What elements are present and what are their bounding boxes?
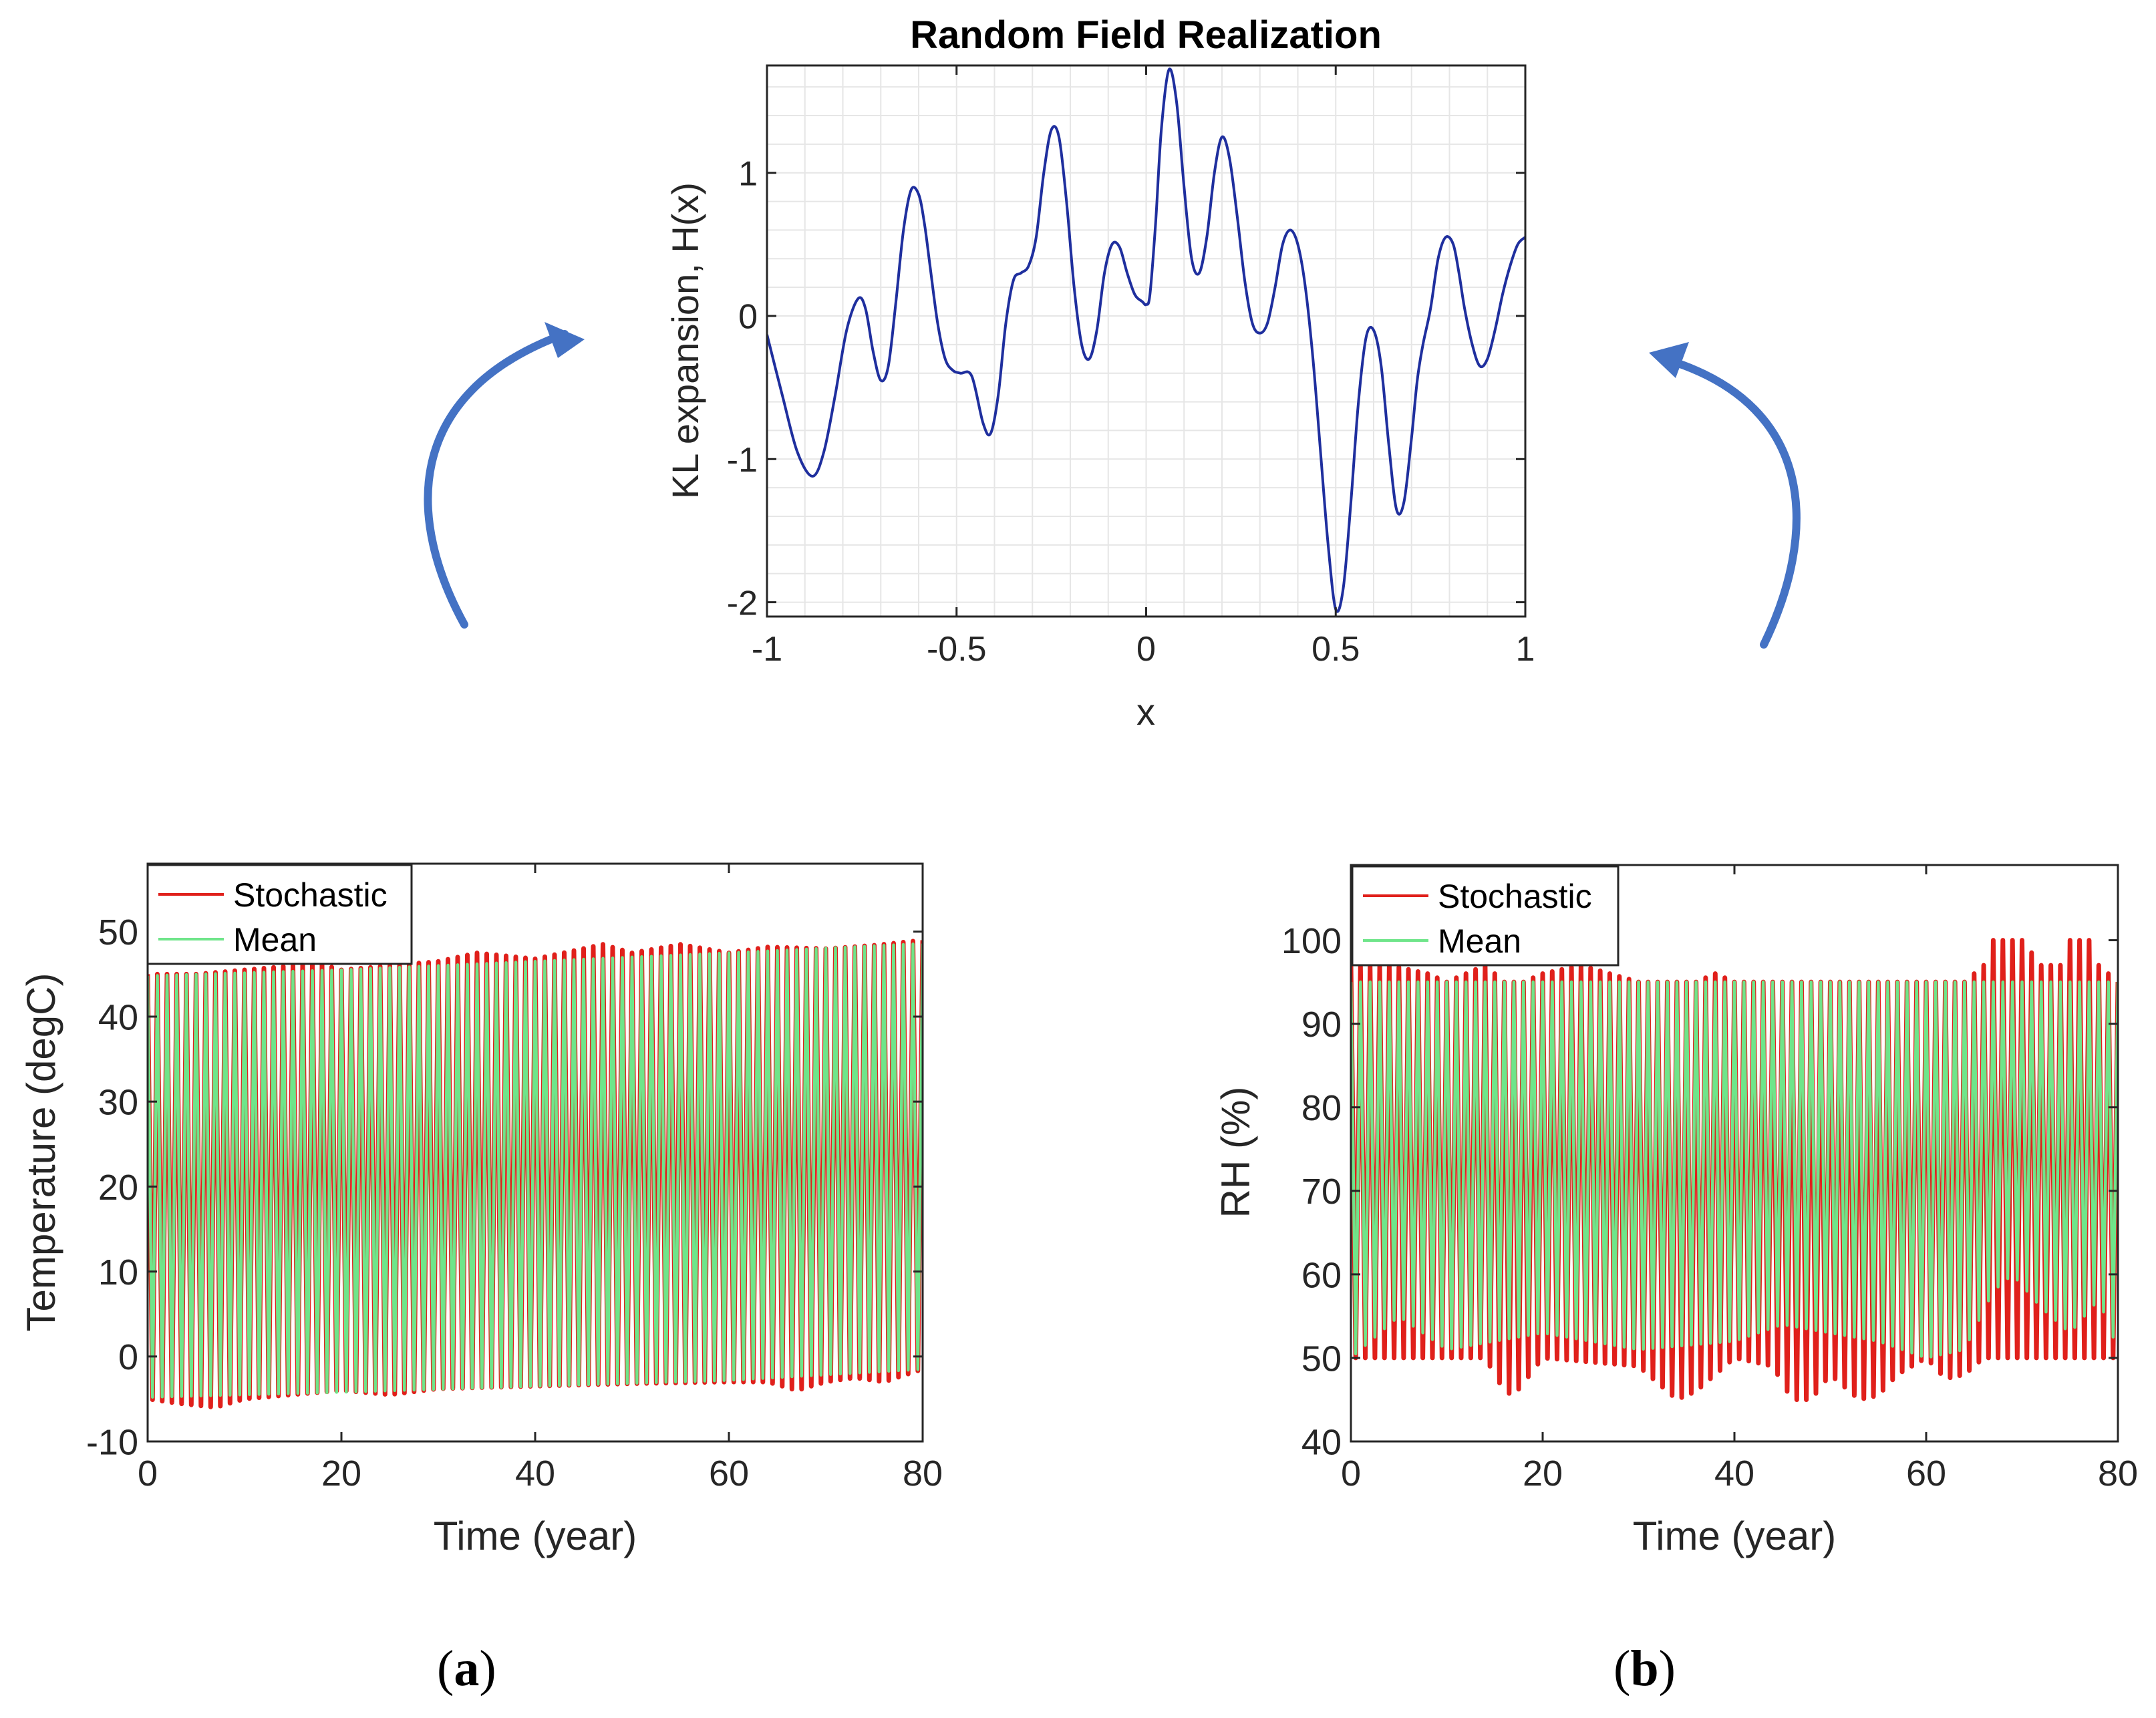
relative-humidity-y-tick-label: 90 — [1301, 1005, 1342, 1045]
random-field-y-tick-label: 0 — [738, 298, 758, 337]
temperature-y-tick-label: 10 — [98, 1252, 138, 1293]
right-curved-arrow — [1649, 342, 1801, 649]
temperature-series-group — [148, 938, 923, 1409]
temperature-legend: Stochastic Mean — [146, 864, 413, 965]
relative-humidity-y-tick-label: 40 — [1301, 1422, 1342, 1462]
right-arrow-head — [1649, 342, 1689, 378]
relative-humidity-y-tick-label: 70 — [1301, 1172, 1342, 1212]
temperature-ylabel: Temperature (degC) — [19, 973, 63, 1332]
rh-ylabel: RH (%) — [1213, 1087, 1258, 1218]
left-curved-arrow — [424, 322, 585, 629]
relative-humidity-y-tick-label: 100 — [1281, 921, 1342, 961]
random-field-x-tick-label: -1 — [752, 630, 782, 669]
rh-legend: Stochastic Mean — [1351, 865, 1620, 967]
relative-humidity-y-tick-label: 80 — [1301, 1088, 1342, 1128]
random-field-y-tick-label: -2 — [727, 584, 758, 623]
random-field-ticks: -1 -0.5 0 0.5 1 -2 -1 0 1 — [727, 65, 1535, 669]
rh-series-group — [1351, 938, 2118, 1402]
random-field-y-tick-label: -1 — [727, 441, 758, 480]
temperature-x-tick-label: 0 — [138, 1453, 158, 1494]
temperature-y-tick-label: 30 — [98, 1083, 138, 1123]
left-arrow-shaft — [424, 330, 569, 629]
temperature-x-tick-label: 20 — [321, 1453, 361, 1494]
rh-legend-mean-label: Mean — [1438, 922, 1521, 960]
temperature-legend-mean-label: Mean — [233, 921, 317, 959]
temperature-y-tick-label: 40 — [98, 997, 138, 1037]
relative-humidity-y-tick-label: 50 — [1301, 1339, 1342, 1379]
rh-legend-stochastic-label: Stochastic — [1438, 878, 1592, 915]
temperature-x-tick-label: 60 — [709, 1453, 749, 1494]
rh-xlabel: Time (year) — [1633, 1514, 1836, 1558]
random-field-line-group — [767, 67, 1525, 613]
rh-chart: 0 20 40 60 80 40 50 60 70 80 90 100 Stochastic Mean… — [1213, 864, 2138, 1558]
random-field-grid — [766, 65, 1526, 617]
random-field-chart: -1 -0.5 0 0.5 1 -2 -1 0 1 Random Field Realizati… — [664, 13, 1535, 733]
panel-label-b-text: b — [1630, 1641, 1659, 1697]
temperature-y-tick-label: 0 — [118, 1337, 138, 1377]
relative-humidity-x-tick-label: 0 — [1341, 1453, 1361, 1494]
temperature-xlabel: Time (year) — [434, 1514, 637, 1558]
random-field-x-tick-label: 1 — [1516, 630, 1535, 669]
random-field-y-tick-label: 1 — [738, 154, 758, 193]
random-field-x-tick-label: -0.5 — [927, 630, 987, 669]
relative-humidity-x-tick-label: 40 — [1714, 1453, 1754, 1494]
temperature-legend-stochastic-label: Stochastic — [233, 876, 388, 914]
temperature-x-tick-label: 40 — [515, 1453, 555, 1494]
right-arrow-shaft — [1666, 357, 1801, 649]
relative-humidity-mean-line — [1351, 980, 2118, 1359]
panel-label-a: (a) — [437, 1641, 496, 1697]
temperature-y-tick-label: 50 — [98, 912, 138, 953]
random-field-title: Random Field Realization — [910, 13, 1382, 57]
random-field-xlabel: x — [1136, 691, 1155, 733]
temperature-y-tick-label: 20 — [98, 1168, 138, 1208]
panel-label-a-text: a — [454, 1641, 480, 1697]
left-arrow-head — [545, 322, 585, 358]
relative-humidity-x-tick-label: 60 — [1906, 1453, 1946, 1494]
temperature-y-tick-label: -10 — [86, 1422, 138, 1462]
rh-legend-box — [1351, 865, 1620, 967]
relative-humidity-x-tick-label: 80 — [2098, 1453, 2138, 1494]
random-field-x-tick-label: 0 — [1136, 630, 1156, 669]
random-field-ylabel: KL expansion, H(x) — [664, 182, 706, 499]
temperature-x-tick-label: 80 — [903, 1453, 943, 1494]
temperature-mean-line — [148, 942, 923, 1399]
relative-humidity-y-tick-label: 60 — [1301, 1255, 1342, 1295]
panel-label-b: (b) — [1613, 1641, 1676, 1697]
temperature-legend-box — [146, 864, 413, 965]
random-field-x-tick-label: 0.5 — [1312, 630, 1360, 669]
relative-humidity-x-tick-label: 20 — [1523, 1453, 1563, 1494]
rh-ticks: 0 20 40 60 80 40 50 60 70 80 90 100 — [1281, 865, 2138, 1494]
random-field-series-line — [767, 67, 1525, 613]
